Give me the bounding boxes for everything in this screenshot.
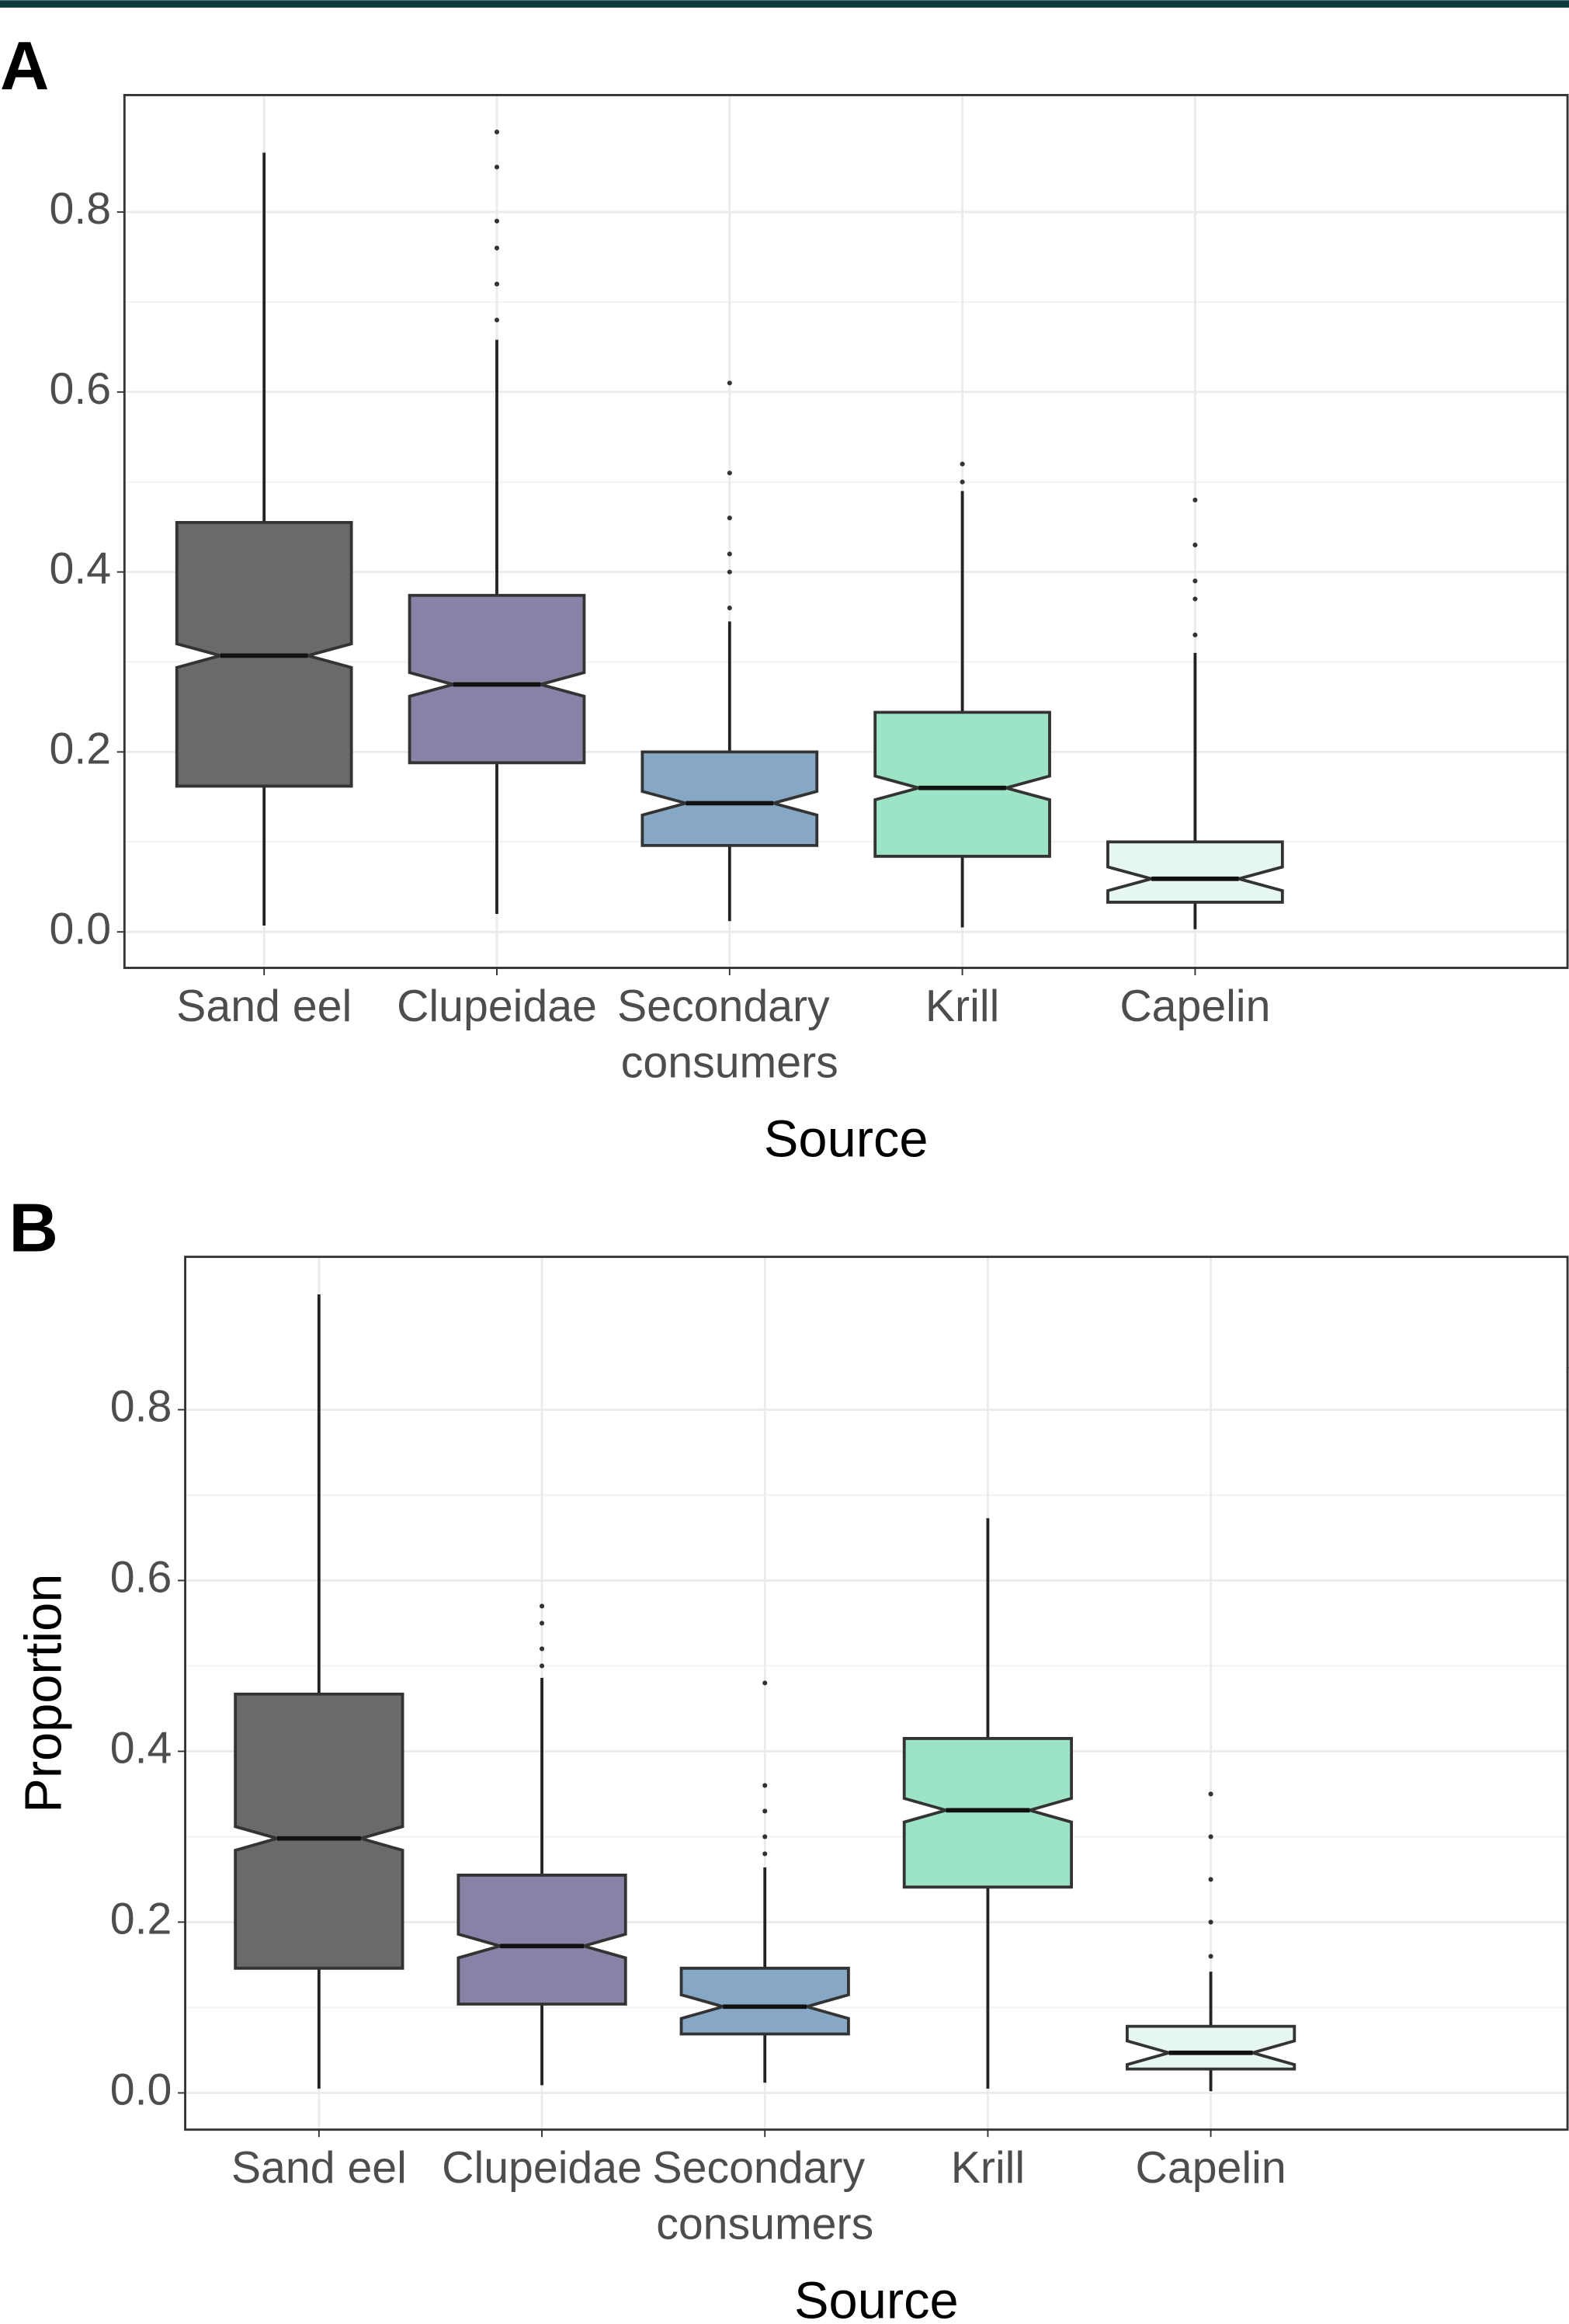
outlier xyxy=(539,1663,545,1669)
outlier xyxy=(539,1603,545,1609)
x-tick-label: Capelin xyxy=(1136,2143,1286,2193)
y-tick-label: 0.0 xyxy=(110,2065,172,2115)
outlier xyxy=(762,1808,768,1814)
outlier xyxy=(494,218,500,224)
x-axis-title: Source xyxy=(794,2273,959,2324)
outlier xyxy=(539,1646,545,1652)
x-tick-label: Sand eel xyxy=(231,2143,407,2193)
x-axis-title: Source xyxy=(764,1110,929,1168)
outlier xyxy=(1192,578,1198,584)
box xyxy=(408,593,586,765)
box xyxy=(1106,840,1284,904)
plot-background xyxy=(124,95,1568,968)
box xyxy=(456,1874,627,2006)
outlier xyxy=(762,1680,768,1686)
y-tick-label: 0.4 xyxy=(110,1724,172,1773)
y-tick-label: 0.0 xyxy=(50,904,112,954)
outlier xyxy=(494,245,500,251)
outlier xyxy=(762,1783,768,1788)
outlier xyxy=(727,569,732,575)
outlier xyxy=(494,318,500,323)
x-tick-label: Secondary consumers xyxy=(652,2143,877,2249)
chart: 0.0 0.2 0.4 0.6 0.8 Sand eel Clupeidae Secondar… xyxy=(0,28,1569,1168)
top-bar xyxy=(0,0,1569,8)
outlier xyxy=(1192,542,1198,547)
x-tick-label: Krill xyxy=(925,981,999,1031)
x-tick-label: Clupeidae xyxy=(442,2143,642,2193)
outlier xyxy=(494,165,500,170)
outlier xyxy=(1208,1919,1213,1925)
y-tick-label: 0.6 xyxy=(50,364,112,414)
outlier xyxy=(762,1851,768,1857)
outlier xyxy=(1192,632,1198,637)
x-tick-label: Secondary consumers xyxy=(617,981,842,1088)
outlier xyxy=(539,1621,545,1626)
plot-border xyxy=(123,94,1569,969)
outlier xyxy=(727,380,732,386)
box xyxy=(640,750,819,847)
chart: 0.0 0.2 0.4 0.6 0.8 Sand eel Clupeidae Secondar… xyxy=(9,1190,1569,2324)
y-tick-label: 0.4 xyxy=(50,544,112,594)
y-tick-label: 0.2 xyxy=(50,724,112,774)
outlier xyxy=(1208,1954,1213,1959)
x-tick-label: Clupeidae xyxy=(397,981,597,1031)
panel-label: B xyxy=(9,1190,57,1266)
outlier xyxy=(1208,1834,1213,1839)
box xyxy=(234,1692,404,1970)
box xyxy=(679,1966,850,2036)
outlier xyxy=(494,281,500,287)
outlier xyxy=(727,471,732,476)
outlier xyxy=(1192,596,1198,602)
outlier xyxy=(1192,497,1198,502)
outlier xyxy=(727,605,732,611)
outlier xyxy=(960,479,965,485)
box xyxy=(1125,2024,1297,2071)
box xyxy=(902,1737,1074,1889)
plot-border xyxy=(184,1256,1569,2131)
outlier xyxy=(762,1834,768,1839)
y-tick-label: 0.8 xyxy=(50,184,112,234)
outlier xyxy=(494,129,500,135)
box xyxy=(873,710,1051,858)
y-tick-label: 0.8 xyxy=(110,1382,172,1432)
x-tick-label: Krill xyxy=(951,2143,1025,2193)
outlier xyxy=(727,551,732,557)
y-tick-label: 0.6 xyxy=(110,1553,172,1603)
y-axis-title: Proportion xyxy=(16,1574,73,1813)
plot-background xyxy=(185,1256,1568,2130)
outlier xyxy=(1208,1877,1213,1882)
outlier xyxy=(960,461,965,467)
outlier xyxy=(1208,1791,1213,1797)
y-tick-label: 0.2 xyxy=(110,1895,172,1944)
panel-label: A xyxy=(0,28,49,104)
x-tick-label: Sand eel xyxy=(176,981,352,1031)
outlier xyxy=(727,516,732,521)
x-tick-label: Capelin xyxy=(1119,981,1270,1031)
